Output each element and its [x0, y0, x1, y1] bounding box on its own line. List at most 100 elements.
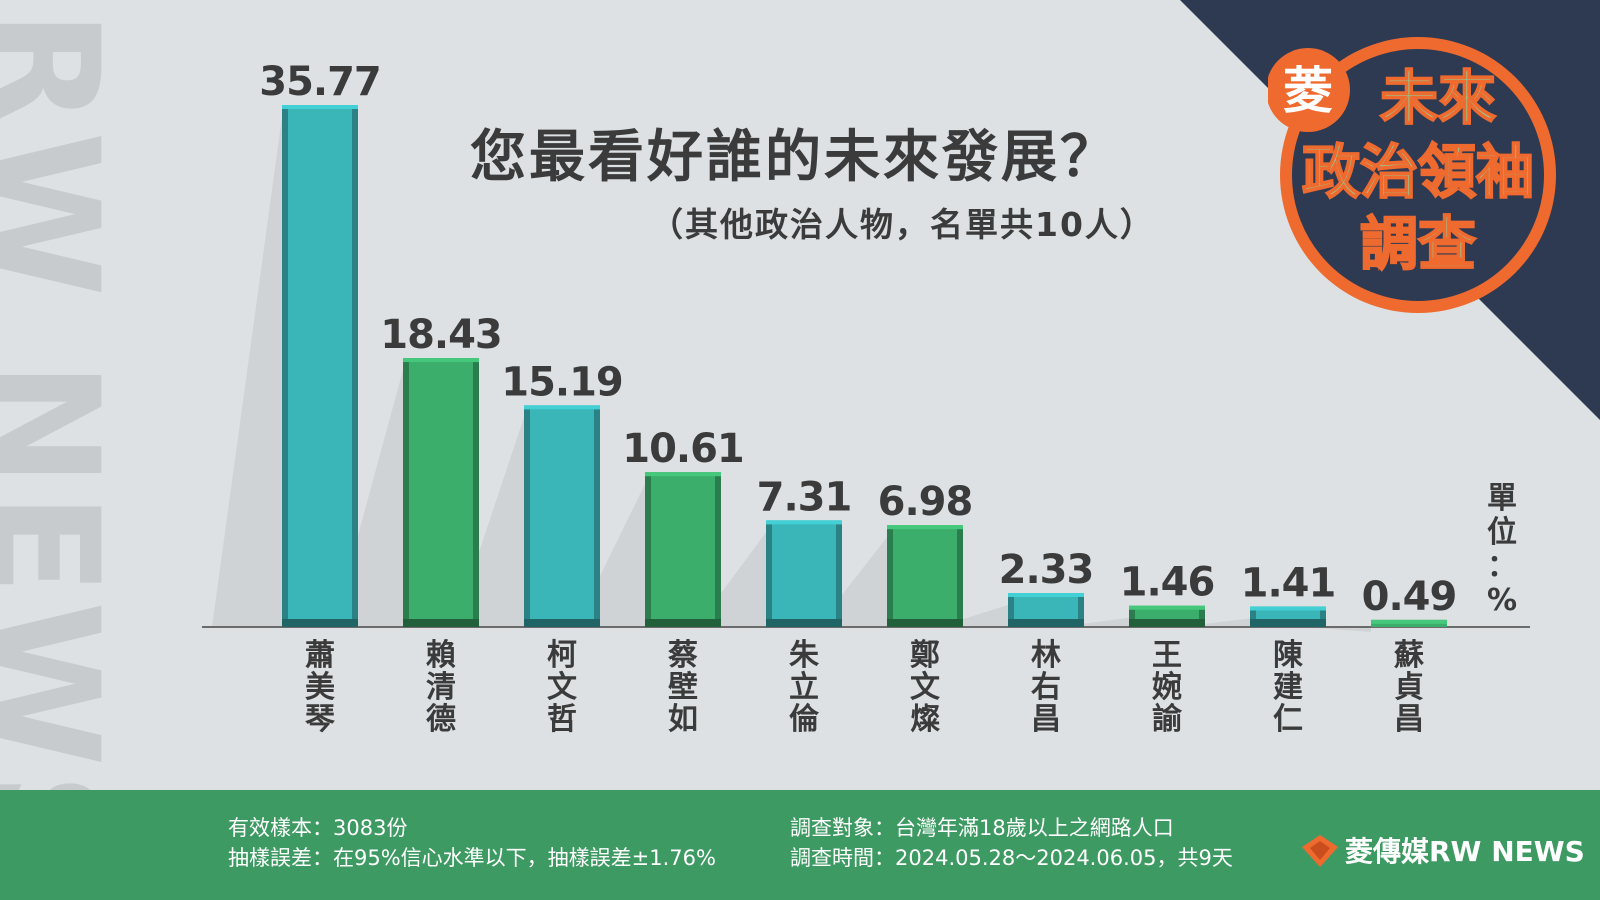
category-label-char: 賴 [426, 638, 456, 673]
bar-edge-left [1008, 596, 1014, 623]
bar [766, 520, 842, 627]
bar-edge-right [715, 476, 721, 623]
bar-edge-right [473, 362, 479, 623]
category-label-char: 林 [1031, 638, 1061, 673]
category-label-char: 諭 [1152, 702, 1183, 737]
unit-char: 單 [1487, 481, 1517, 516]
data-label: 18.43 [380, 312, 502, 358]
bar [887, 525, 963, 627]
bar [282, 105, 358, 627]
bar-base [1250, 619, 1326, 627]
bar-base [766, 619, 842, 627]
bar-edge-left [645, 476, 651, 623]
bar-shadow [212, 117, 282, 627]
bar [524, 405, 600, 627]
bar-edge-left [403, 362, 409, 623]
bar-top [1129, 605, 1205, 610]
category-label-char: 昌 [1394, 702, 1424, 737]
badge-line1: 未來 [1380, 64, 1496, 132]
unit-char: % [1486, 583, 1518, 618]
data-label: 1.46 [1120, 560, 1215, 606]
data-label: 1.41 [1241, 560, 1336, 606]
bar-base [1129, 619, 1205, 627]
badge-line3: 調查 [1360, 210, 1476, 278]
category-label-char: 婉 [1151, 670, 1182, 705]
bar-chart: 35.77 蕭美琴 18.43 賴清德 15.19 柯文哲 10.61 蔡壁如 7.31 朱立倫 6… [202, 59, 1530, 737]
category-label-char: 壁 [668, 670, 698, 705]
bar-body [282, 105, 358, 627]
bar-edge-right [1199, 609, 1205, 623]
bar-top [1371, 619, 1447, 624]
unit-char: ： [1487, 549, 1517, 584]
bar-top [1008, 592, 1084, 597]
chart-title: 您最看好誰的未來發展？ [470, 125, 1119, 190]
category-label-char: 如 [668, 702, 698, 737]
category-label-char: 右 [1031, 670, 1061, 705]
brand-logo-text: 菱傳媒RW NEWS [1345, 835, 1585, 868]
data-label: 35.77 [259, 59, 381, 105]
data-label: 0.49 [1362, 574, 1457, 620]
bar [1371, 619, 1447, 627]
category-label-char: 仁 [1273, 702, 1303, 737]
category-label-char: 德 [426, 702, 456, 737]
category-label-char: 鄭 [910, 638, 940, 673]
bar-shadow [1301, 627, 1371, 632]
footer-sample: 有效樣本：3083份 [228, 816, 408, 840]
category-label-char: 清 [426, 670, 456, 705]
badge-line2: 政治領袖 [1302, 138, 1534, 206]
bar-base [645, 619, 721, 627]
category-label-char: 美 [305, 670, 335, 705]
data-label: 15.19 [501, 359, 623, 405]
category-label-char: 琴 [305, 702, 335, 737]
bar-edge-left [887, 529, 893, 623]
bar-body [524, 405, 600, 627]
bar-edge-left [1129, 609, 1135, 623]
category-label-char: 倫 [789, 702, 820, 737]
bar-shadow [817, 537, 887, 627]
bar-base [887, 619, 963, 627]
bar-base [524, 619, 600, 627]
data-label: 2.33 [999, 547, 1094, 593]
brand-logo-icon [1302, 835, 1338, 867]
bar-top [1250, 606, 1326, 611]
bar-top [403, 358, 479, 363]
footer-period: 調查時間：2024.05.28～2024.06.05，共9天 [790, 846, 1233, 870]
bar-base [1008, 619, 1084, 627]
bar [1008, 592, 1084, 627]
category-label-char: 建 [1273, 670, 1303, 705]
bar-body [766, 520, 842, 627]
category-label-char: 昌 [1031, 702, 1061, 737]
category-label-char: 蘇 [1394, 638, 1424, 673]
bar-edge-left [282, 109, 288, 623]
category-label-char: 柯 [547, 638, 577, 673]
footer-target: 調查對象：台灣年滿18歲以上之網路人口 [790, 816, 1174, 840]
bar-body [887, 525, 963, 627]
survey-badge: 菱 未來 政治領袖 調查 [1268, 37, 1556, 313]
bar [645, 472, 721, 627]
data-label: 10.61 [622, 426, 744, 472]
category-label-char: 文 [547, 670, 577, 705]
bar-base [403, 619, 479, 627]
category-label-char: 立 [789, 670, 819, 705]
category-label-char: 貞 [1394, 670, 1424, 705]
bar-top [766, 520, 842, 525]
category-label-char: 文 [910, 670, 940, 705]
footer-bar: 有效樣本：3083份 抽樣誤差：在95%信心水準以下，抽樣誤差±1.76% 調查… [0, 790, 1600, 900]
category-label-char: 蔡 [668, 638, 698, 673]
category-label-char: 蕭 [305, 638, 335, 673]
data-label: 6.98 [878, 479, 973, 525]
bar-edge-right [836, 524, 842, 623]
bar-body [403, 358, 479, 627]
bar-edge-left [766, 524, 772, 623]
category-label-char: 燦 [910, 702, 941, 737]
bar-edge-right [957, 529, 963, 623]
bar-top [524, 405, 600, 410]
bar-body [645, 472, 721, 627]
unit-char: 位 [1487, 515, 1517, 550]
bar-edge-left [524, 409, 530, 623]
bar-top [645, 472, 721, 477]
unit-label: 單 位 ： % [1482, 482, 1522, 618]
category-label-char: 王 [1152, 638, 1182, 673]
mark-circle [1268, 48, 1350, 132]
